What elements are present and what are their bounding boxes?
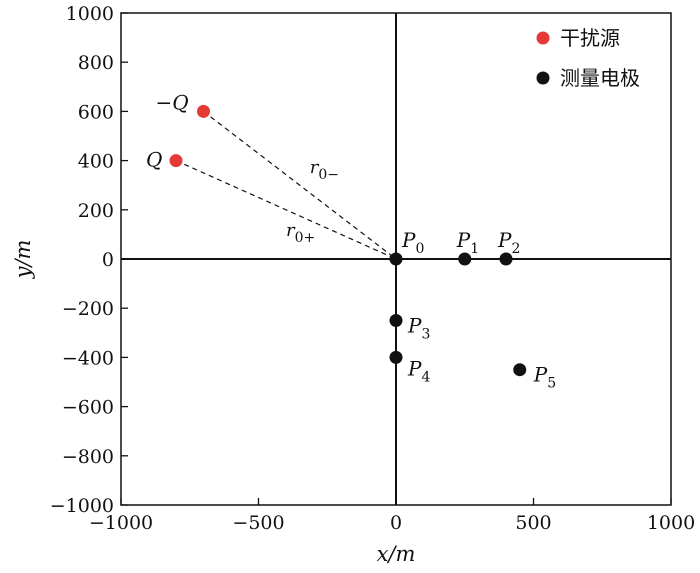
y-tick-label: 1000 bbox=[66, 3, 114, 25]
legend-label: 测量电极 bbox=[560, 66, 640, 90]
data-point bbox=[458, 252, 472, 266]
point-label: P1 bbox=[456, 228, 479, 257]
legend-marker bbox=[536, 31, 550, 45]
point-label: P0 bbox=[401, 228, 424, 257]
point-label: P4 bbox=[407, 356, 430, 385]
y-tick-label: 400 bbox=[78, 151, 114, 173]
x-tick-label: −1000 bbox=[89, 512, 153, 534]
dashed-lines-group: r0− r0+ bbox=[175, 110, 397, 260]
data-point bbox=[389, 314, 403, 327]
y-axis-label: y/m bbox=[11, 240, 35, 280]
data-point bbox=[389, 350, 403, 364]
x-tick-label: 500 bbox=[515, 512, 551, 534]
data-point bbox=[169, 154, 183, 168]
x-tick-label: 1000 bbox=[647, 512, 695, 534]
data-point bbox=[499, 252, 513, 266]
dashed-line bbox=[175, 160, 397, 260]
y-tick-label: −600 bbox=[62, 397, 114, 419]
point-label: −Q bbox=[156, 90, 189, 114]
data-point bbox=[197, 104, 210, 118]
x-axis-label: x/m bbox=[377, 542, 416, 566]
point-label: Q bbox=[146, 148, 162, 172]
x-tick-label: −500 bbox=[232, 512, 284, 534]
point-label: P3 bbox=[407, 314, 430, 343]
dashed-line bbox=[203, 110, 397, 260]
y-tick-label: −800 bbox=[62, 446, 114, 468]
data-point bbox=[513, 363, 527, 377]
data-point bbox=[389, 252, 403, 266]
y-tick-label: 0 bbox=[102, 249, 114, 271]
y-tick-label: 200 bbox=[78, 200, 114, 222]
dashed-line-label: r0+ bbox=[286, 220, 315, 246]
points-group: −Q Q P0 P1 P2 P3 P4 P5 bbox=[146, 90, 556, 391]
legend-marker bbox=[536, 71, 550, 85]
x-tick-label: 0 bbox=[390, 512, 402, 534]
ticks-group: −1000 −500 0 500 1000 1000 800 600 400 200 0 −200 −4… bbox=[50, 3, 695, 534]
y-tick-label: 600 bbox=[78, 101, 114, 123]
legend-label: 干扰源 bbox=[560, 26, 620, 50]
y-tick-label: −1000 bbox=[50, 495, 114, 517]
y-tick-label: −200 bbox=[62, 298, 114, 320]
y-tick-label: 800 bbox=[78, 52, 114, 74]
dashed-line-label: r0− bbox=[310, 157, 339, 183]
point-label: P5 bbox=[533, 363, 556, 392]
point-label: P2 bbox=[497, 228, 520, 257]
y-tick-label: −400 bbox=[62, 347, 114, 369]
